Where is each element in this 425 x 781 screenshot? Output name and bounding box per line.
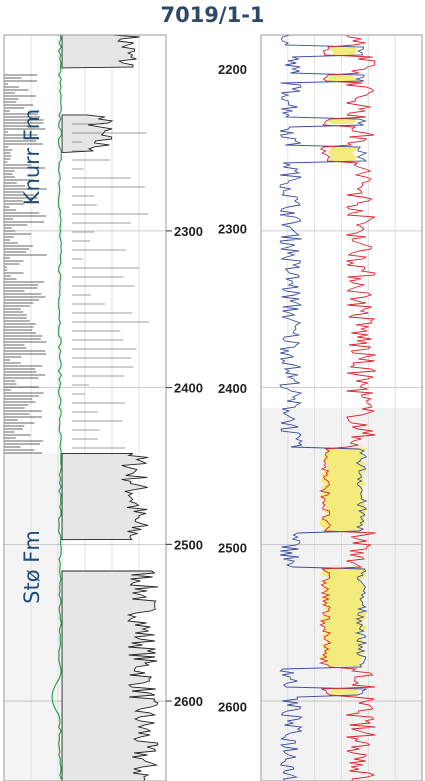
right-depth-tick-label: 2400 [218, 381, 247, 396]
left-depth-tick-label: 2300 [174, 224, 203, 239]
right-blue-curve [279, 34, 368, 781]
right-crossover-fill [330, 46, 358, 56]
left-fill-interval [61, 34, 140, 69]
left-green-curve [51, 34, 63, 780]
right-crossover-fill [319, 567, 368, 667]
right-crossover-fill [327, 117, 356, 124]
chart-title: 7019/1-1 [160, 3, 265, 27]
right-depth-tick-label: 2600 [218, 700, 247, 715]
left-raw-curve-spikes [4, 74, 47, 454]
right-crossover-fill [328, 146, 360, 162]
right-depth-tick-label: 2300 [218, 222, 247, 237]
left-fill-interval [61, 452, 149, 541]
formation-label-sto: Stø Fm [20, 530, 44, 604]
left-curve-spikes [72, 114, 149, 449]
right-depth-tick-label: 2200 [218, 62, 247, 77]
left-fill-interval [61, 114, 114, 154]
right-crossover-fill [326, 74, 359, 81]
right-depth-tick-label: 2500 [218, 540, 247, 555]
left-depth-tick-label: 2500 [174, 537, 203, 552]
right-crossover-fill [327, 688, 359, 695]
right-crossover-fill [319, 447, 368, 532]
left-panel-frame [3, 34, 167, 781]
left-depth-tick-label: 2400 [174, 381, 203, 396]
left-depth-tick-label: 2600 [174, 694, 203, 709]
left-panel-shaded-zone [4, 453, 64, 781]
left-fill-interval [61, 570, 159, 781]
formation-label-knurr: Knurr Fm [20, 108, 44, 206]
right-red-curve [318, 34, 376, 781]
right-panel-frame [260, 34, 423, 781]
